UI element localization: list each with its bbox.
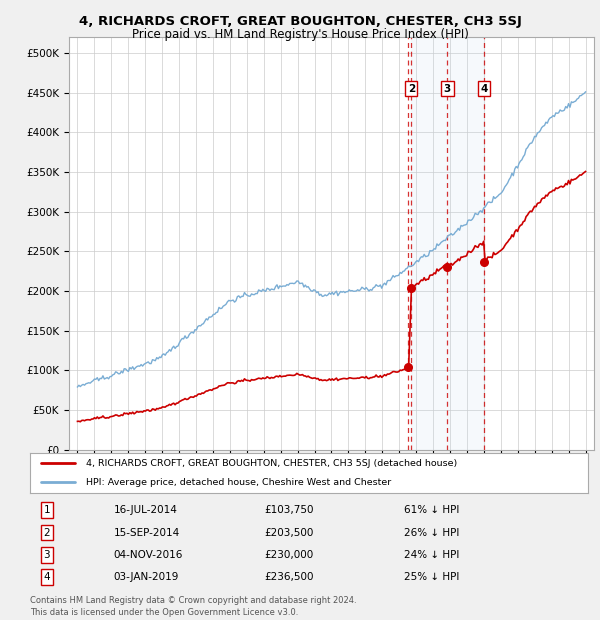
Text: 1: 1 bbox=[43, 505, 50, 515]
Text: 4: 4 bbox=[43, 572, 50, 582]
Text: 2: 2 bbox=[43, 528, 50, 538]
Text: £230,000: £230,000 bbox=[265, 549, 314, 560]
Text: 26% ↓ HPI: 26% ↓ HPI bbox=[404, 528, 459, 538]
Text: 4, RICHARDS CROFT, GREAT BOUGHTON, CHESTER, CH3 5SJ: 4, RICHARDS CROFT, GREAT BOUGHTON, CHEST… bbox=[79, 16, 521, 29]
Text: 61% ↓ HPI: 61% ↓ HPI bbox=[404, 505, 459, 515]
Bar bbox=[411, 37, 484, 450]
Text: 4, RICHARDS CROFT, GREAT BOUGHTON, CHESTER, CH3 5SJ (detached house): 4, RICHARDS CROFT, GREAT BOUGHTON, CHEST… bbox=[86, 459, 457, 468]
Text: 2: 2 bbox=[407, 84, 415, 94]
Text: 25% ↓ HPI: 25% ↓ HPI bbox=[404, 572, 459, 582]
Text: 04-NOV-2016: 04-NOV-2016 bbox=[114, 549, 183, 560]
Text: 03-JAN-2019: 03-JAN-2019 bbox=[114, 572, 179, 582]
Text: 16-JUL-2014: 16-JUL-2014 bbox=[114, 505, 178, 515]
Text: 4: 4 bbox=[481, 84, 488, 94]
Text: 24% ↓ HPI: 24% ↓ HPI bbox=[404, 549, 459, 560]
Text: HPI: Average price, detached house, Cheshire West and Chester: HPI: Average price, detached house, Ches… bbox=[86, 477, 391, 487]
Text: This data is licensed under the Open Government Licence v3.0.: This data is licensed under the Open Gov… bbox=[30, 608, 298, 617]
Text: £203,500: £203,500 bbox=[265, 528, 314, 538]
Text: Price paid vs. HM Land Registry's House Price Index (HPI): Price paid vs. HM Land Registry's House … bbox=[131, 28, 469, 41]
Text: Contains HM Land Registry data © Crown copyright and database right 2024.: Contains HM Land Registry data © Crown c… bbox=[30, 596, 356, 606]
Text: 3: 3 bbox=[43, 549, 50, 560]
Text: £103,750: £103,750 bbox=[265, 505, 314, 515]
Text: £236,500: £236,500 bbox=[265, 572, 314, 582]
Text: 3: 3 bbox=[444, 84, 451, 94]
Text: 15-SEP-2014: 15-SEP-2014 bbox=[114, 528, 180, 538]
